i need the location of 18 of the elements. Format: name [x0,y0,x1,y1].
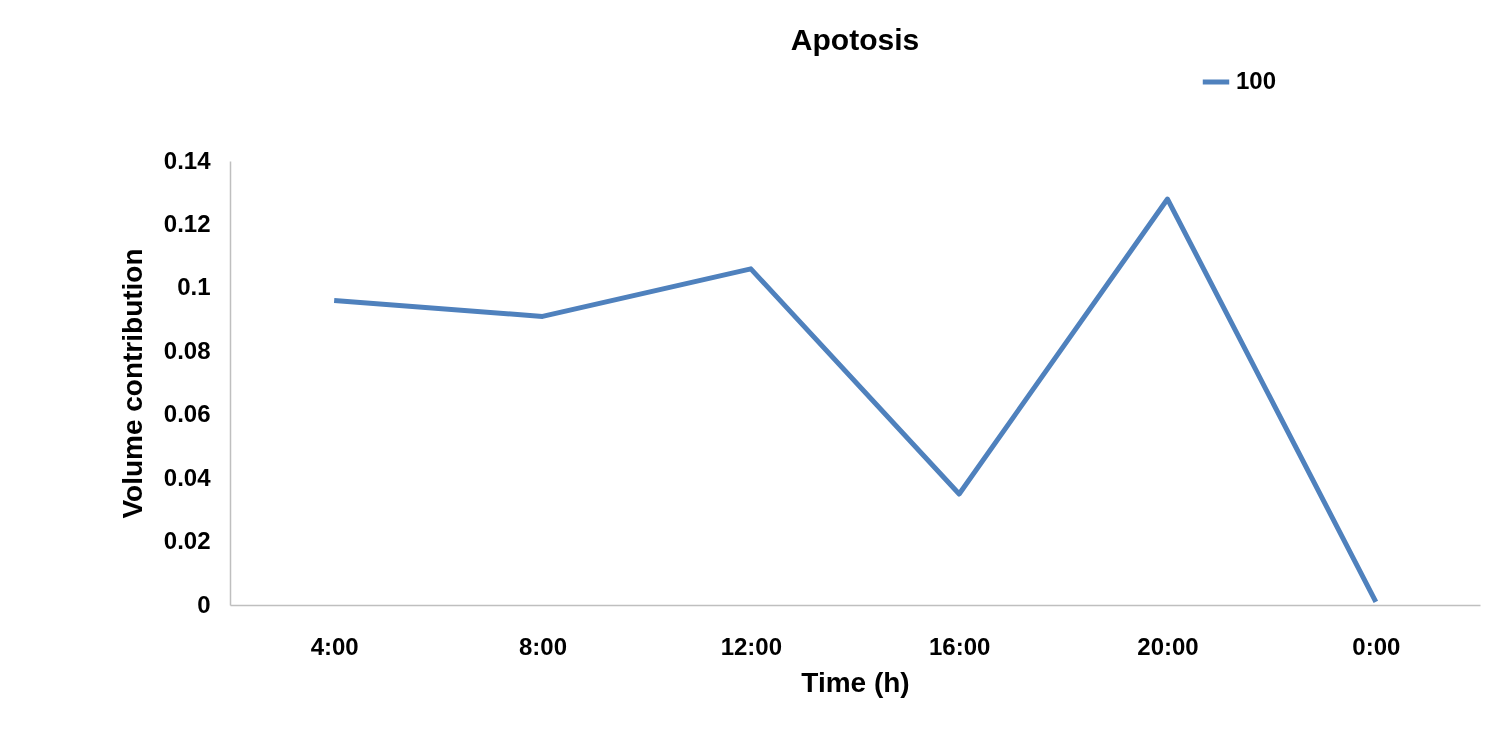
y-tick-label: 0.06 [163,400,211,428]
x-tick-label: 20:00 [1137,632,1199,660]
y-axis-title: Volume contribution [116,248,148,519]
y-tick-label: 0.14 [163,146,212,174]
x-tick-label: 4:00 [310,632,359,660]
y-tick-label: 0.1 [177,273,211,301]
x-tick-label: 0:00 [1352,632,1401,660]
y-tick-label: 0 [197,590,211,618]
y-tick-label: 0.02 [163,527,211,555]
legend-label: 100 [1236,67,1277,94]
chart-title: Apotosis [790,23,920,56]
x-tick-label: 16:00 [928,632,991,660]
x-axis-title: Time (h) [801,666,910,698]
x-tick-label: 8:00 [518,632,568,660]
x-tick-label: 12:00 [720,632,783,660]
y-tick-label: 0.04 [163,463,212,491]
y-tick-label: 0.12 [163,209,211,237]
y-tick-label: 0.08 [163,336,211,364]
